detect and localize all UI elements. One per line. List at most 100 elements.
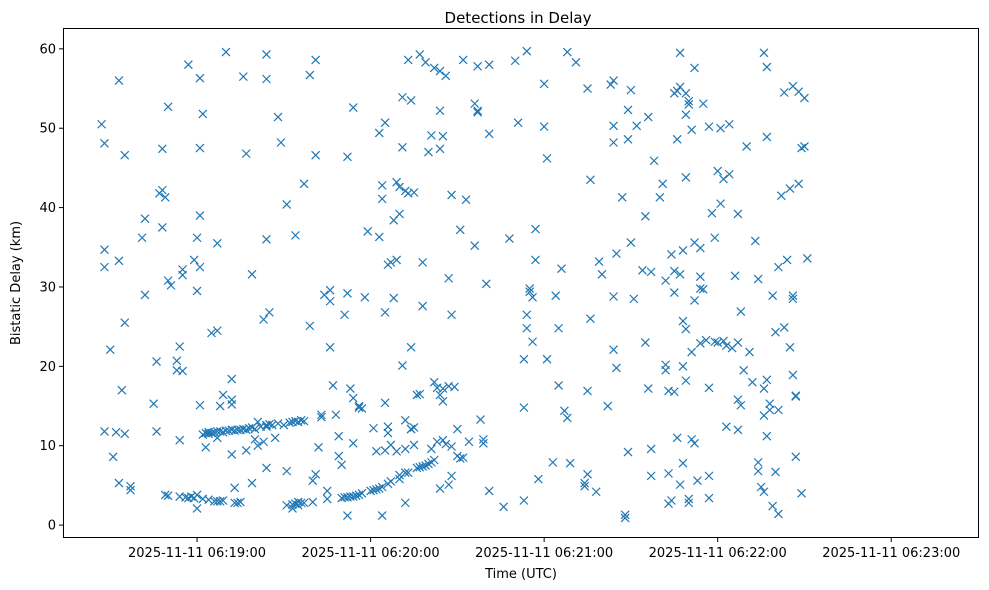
scatter-point: [325, 342, 335, 352]
scatter-point: [389, 293, 399, 303]
scatter-point: [386, 477, 396, 486]
scatter-point: [447, 442, 457, 451]
scatter-point: [528, 337, 537, 347]
scatter-point: [328, 380, 338, 390]
scatter-point: [678, 458, 688, 468]
scatter-point: [617, 192, 627, 202]
scatter-point: [259, 315, 269, 324]
scatter-point: [438, 384, 448, 393]
scatter-point: [678, 246, 688, 255]
scatter-point: [426, 444, 436, 454]
scatter-point: [800, 142, 809, 151]
scatter-point: [192, 286, 202, 296]
scatter-point: [186, 492, 196, 501]
scatter-point: [470, 99, 480, 109]
scatter-point: [681, 88, 691, 98]
scatter-point: [565, 458, 575, 468]
scatter-point: [236, 497, 245, 507]
scatter-point: [400, 468, 410, 478]
scatter-point: [429, 455, 439, 465]
scatter-point: [409, 440, 419, 450]
scatter-point: [455, 225, 465, 235]
scatter-point: [559, 406, 569, 416]
scatter-point: [247, 478, 257, 488]
scatter-point: [426, 130, 436, 140]
scatter-point: [221, 47, 231, 57]
scatter-point: [681, 173, 691, 182]
scatter-point: [137, 233, 147, 243]
scatter-point: [623, 105, 633, 115]
scatter-point: [195, 400, 205, 410]
scatter-point: [672, 86, 682, 96]
scatter-point: [438, 131, 448, 141]
scatter-point: [120, 150, 130, 160]
scatter-point: [698, 284, 708, 294]
scatter-point: [684, 96, 694, 106]
scatter-point: [250, 424, 260, 434]
scatter-point: [354, 490, 364, 500]
scatter-point: [447, 310, 457, 320]
scatter-point: [230, 483, 240, 493]
scatter-point: [675, 269, 685, 279]
scatter-point: [609, 121, 618, 131]
scatter-point: [548, 457, 558, 467]
scatter-point: [478, 434, 488, 444]
scatter-point: [779, 323, 789, 332]
scatter-point: [250, 434, 260, 444]
scatter-point: [519, 403, 529, 413]
scatter-point: [473, 107, 483, 117]
scatter-point: [583, 386, 592, 396]
scatter-point: [638, 265, 647, 275]
scatter-point: [108, 452, 118, 462]
scatter-point: [195, 262, 205, 272]
scatter-point: [690, 63, 699, 73]
scatter-point: [646, 267, 656, 277]
scatter-point: [609, 292, 618, 301]
scatter-point: [643, 384, 653, 393]
scatter-point: [478, 438, 488, 448]
scatter-point: [693, 476, 702, 486]
scatter-point: [707, 208, 717, 218]
y-tick-label: 0: [48, 519, 56, 534]
scatter-point: [716, 123, 726, 133]
scatter-point: [481, 279, 491, 289]
x-tick-label: 2025-11-11 06:21:00: [475, 546, 613, 561]
scatter-point: [160, 192, 170, 202]
scatter-point: [606, 80, 616, 89]
scatter-point: [311, 150, 321, 160]
scatter-point: [207, 328, 216, 338]
scatter-point: [681, 324, 691, 334]
scatter-point: [458, 453, 468, 463]
scatter-point: [785, 342, 795, 352]
scatter-point: [157, 185, 167, 195]
scatter-point: [253, 417, 263, 427]
scatter-point: [311, 55, 321, 65]
scatter-point: [262, 74, 271, 84]
scatter-point: [444, 273, 454, 283]
scatter-point: [334, 431, 344, 441]
scatter-point: [736, 307, 746, 316]
scatter-point: [640, 211, 650, 221]
scatter-point: [473, 61, 483, 71]
scatter-point: [681, 376, 691, 386]
scatter-point: [750, 236, 760, 246]
scatter-point: [400, 498, 410, 508]
scatter-point: [464, 437, 474, 447]
scatter-point: [267, 420, 277, 430]
scatter-point: [415, 389, 425, 399]
scatter-point: [739, 365, 749, 375]
scatter-point: [279, 420, 289, 430]
scatter-point: [745, 347, 754, 357]
scatter-point: [114, 478, 124, 488]
scatter-point: [542, 354, 552, 364]
scatter-point: [791, 392, 801, 401]
scatter-point: [418, 301, 428, 311]
scatter-point: [742, 142, 752, 151]
scatter-point: [270, 433, 280, 443]
scatter-point: [435, 106, 445, 116]
scatter-point: [296, 415, 306, 425]
scatter-point: [299, 179, 309, 189]
scatter-point: [357, 403, 367, 413]
